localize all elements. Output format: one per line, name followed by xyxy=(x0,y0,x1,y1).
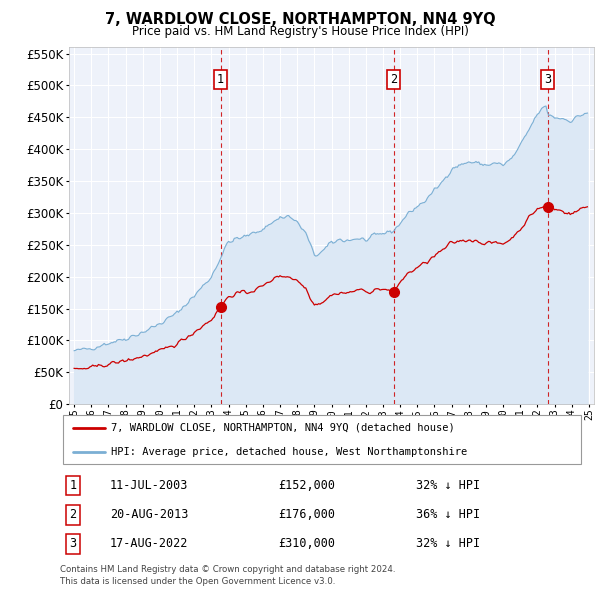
Text: HPI: Average price, detached house, West Northamptonshire: HPI: Average price, detached house, West… xyxy=(112,447,468,457)
Text: 7, WARDLOW CLOSE, NORTHAMPTON, NN4 9YQ: 7, WARDLOW CLOSE, NORTHAMPTON, NN4 9YQ xyxy=(104,12,496,27)
Text: £176,000: £176,000 xyxy=(278,508,335,522)
Text: 2: 2 xyxy=(390,73,397,86)
Text: £152,000: £152,000 xyxy=(278,479,335,492)
Text: 1: 1 xyxy=(217,73,224,86)
Text: Contains HM Land Registry data © Crown copyright and database right 2024.: Contains HM Land Registry data © Crown c… xyxy=(60,565,395,574)
Text: 2: 2 xyxy=(70,508,77,522)
Text: 11-JUL-2003: 11-JUL-2003 xyxy=(110,479,188,492)
Text: 32% ↓ HPI: 32% ↓ HPI xyxy=(416,537,481,550)
Text: 20-AUG-2013: 20-AUG-2013 xyxy=(110,508,188,522)
FancyBboxPatch shape xyxy=(62,415,581,464)
Text: 7, WARDLOW CLOSE, NORTHAMPTON, NN4 9YQ (detached house): 7, WARDLOW CLOSE, NORTHAMPTON, NN4 9YQ (… xyxy=(112,423,455,433)
Text: 3: 3 xyxy=(544,73,551,86)
Text: 36% ↓ HPI: 36% ↓ HPI xyxy=(416,508,481,522)
Text: 32% ↓ HPI: 32% ↓ HPI xyxy=(416,479,481,492)
Text: 3: 3 xyxy=(70,537,77,550)
Text: £310,000: £310,000 xyxy=(278,537,335,550)
Text: 1: 1 xyxy=(70,479,77,492)
Text: 17-AUG-2022: 17-AUG-2022 xyxy=(110,537,188,550)
Text: This data is licensed under the Open Government Licence v3.0.: This data is licensed under the Open Gov… xyxy=(60,577,335,586)
Text: Price paid vs. HM Land Registry's House Price Index (HPI): Price paid vs. HM Land Registry's House … xyxy=(131,25,469,38)
